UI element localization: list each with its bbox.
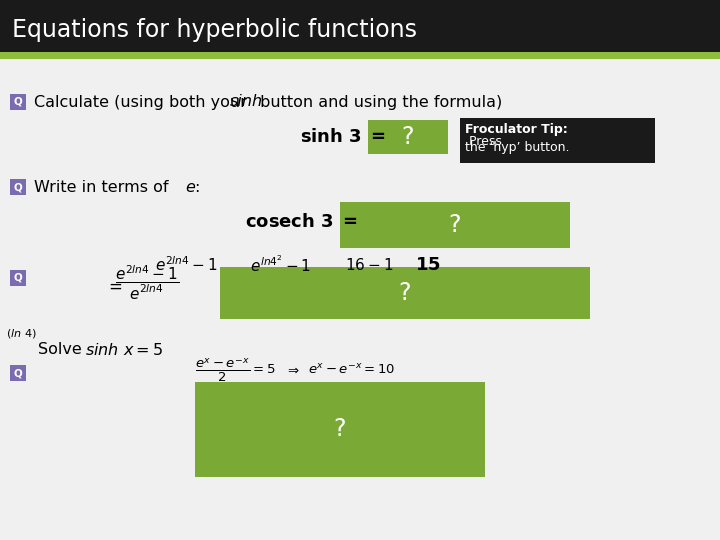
Bar bbox=[368, 120, 448, 154]
Text: $e^x - e^{-x} = 10$: $e^x - e^{-x} = 10$ bbox=[308, 363, 395, 377]
Text: ?: ? bbox=[399, 281, 411, 305]
Bar bbox=[220, 267, 590, 319]
Text: :: : bbox=[194, 179, 199, 194]
Bar bbox=[10, 179, 26, 195]
Text: $\mathbf{15}$: $\mathbf{15}$ bbox=[415, 256, 441, 274]
Bar bbox=[10, 94, 26, 110]
Text: ?: ? bbox=[402, 125, 414, 149]
Text: sinh: sinh bbox=[230, 94, 263, 110]
Text: button and using the formula): button and using the formula) bbox=[255, 94, 503, 110]
Text: $\bf{cosech\ 3\ =}$: $\bf{cosech\ 3\ =}$ bbox=[245, 213, 357, 231]
Text: Equations for hyperbolic functions: Equations for hyperbolic functions bbox=[12, 18, 417, 42]
Text: Q: Q bbox=[14, 97, 22, 107]
Bar bbox=[340, 202, 570, 248]
Text: Q: Q bbox=[14, 182, 22, 192]
Text: Calculate (using both your: Calculate (using both your bbox=[34, 94, 252, 110]
Text: $e^{2ln4} - 1$: $e^{2ln4} - 1$ bbox=[155, 255, 218, 274]
Bar bbox=[460, 118, 655, 163]
Text: $\Rightarrow$: $\Rightarrow$ bbox=[285, 363, 300, 376]
Text: ?: ? bbox=[334, 417, 346, 442]
Text: Q: Q bbox=[14, 368, 22, 378]
Bar bbox=[10, 365, 26, 381]
Text: $\bf{sinh\ 3\ =}$: $\bf{sinh\ 3\ =}$ bbox=[300, 128, 385, 146]
Text: $sinh\ x = 5$: $sinh\ x = 5$ bbox=[85, 342, 163, 358]
Text: $=$: $=$ bbox=[105, 277, 122, 295]
Text: Press: Press bbox=[465, 135, 502, 148]
Text: $e^{ln4^2} - 1$: $e^{ln4^2} - 1$ bbox=[250, 255, 311, 275]
Text: $\dfrac{e^{2ln4} - 1}{e^{2ln4}}$: $\dfrac{e^{2ln4} - 1}{e^{2ln4}}$ bbox=[115, 264, 179, 302]
Text: e: e bbox=[185, 179, 195, 194]
Text: $16 - 1$: $16 - 1$ bbox=[345, 257, 393, 273]
Bar bbox=[0, 52, 720, 59]
Bar bbox=[0, 0, 720, 52]
Text: the ‘hyp’ button.: the ‘hyp’ button. bbox=[465, 141, 570, 154]
Text: ?: ? bbox=[449, 213, 462, 237]
Text: Froculator Tip:: Froculator Tip: bbox=[465, 124, 568, 137]
Text: Solve: Solve bbox=[38, 342, 87, 357]
Text: $\dfrac{e^x - e^{-x}}{2} = 5$: $\dfrac{e^x - e^{-x}}{2} = 5$ bbox=[195, 356, 276, 383]
Text: Q: Q bbox=[14, 273, 22, 283]
Bar bbox=[10, 270, 26, 286]
Text: Write in terms of: Write in terms of bbox=[34, 179, 174, 194]
Bar bbox=[195, 382, 485, 477]
Text: $(ln\ 4)$: $(ln\ 4)$ bbox=[6, 327, 37, 340]
